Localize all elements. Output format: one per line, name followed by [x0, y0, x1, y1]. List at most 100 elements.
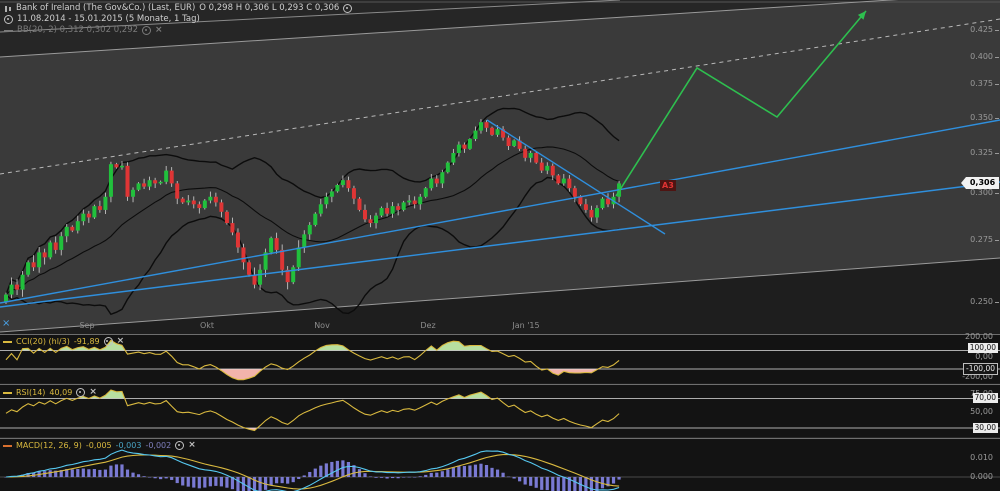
bollinger-upper-band: [5, 107, 620, 295]
rsi-line: [5, 389, 620, 432]
price-axis-label: 0.350: [970, 113, 993, 122]
chart-settings-gear-icon[interactable]: [343, 4, 353, 13]
candle-body: [556, 175, 561, 184]
price-axis-label: 0.375: [970, 79, 993, 88]
candle-body: [186, 200, 191, 203]
rsi-close-icon[interactable]: ×: [89, 387, 97, 397]
rsi-plot: [0, 389, 1000, 432]
candle-body: [583, 204, 588, 210]
candle-body: [495, 129, 500, 135]
candle-body: [59, 236, 64, 250]
candle-body: [291, 267, 296, 283]
trendline-descending[interactable]: [486, 119, 666, 235]
candle-body: [523, 148, 528, 158]
price-axis-label: 0.250: [970, 297, 993, 306]
macd-histogram-bar: [65, 469, 69, 477]
candle-body: [9, 284, 14, 295]
candle-body: [125, 165, 130, 197]
macd-histogram-bar: [330, 461, 334, 477]
candle-body: [114, 164, 119, 168]
macd-histogram-bar: [81, 468, 85, 477]
price-axis-label: 0.400: [970, 52, 993, 61]
candle-body: [545, 165, 550, 171]
macd-histogram-bar: [424, 474, 428, 477]
candle-body: [224, 211, 229, 224]
candle-body: [589, 209, 594, 218]
macd-histogram-bar: [368, 476, 373, 478]
channel-outer-top-line[interactable]: [0, 0, 621, 33]
macd-histogram-bar: [252, 477, 257, 491]
candle-body: [147, 180, 152, 187]
candle-body: [324, 196, 329, 205]
candle-body: [208, 196, 213, 201]
candle-body: [501, 129, 506, 138]
macd-legend: MACD(12, 26, 9): [16, 440, 82, 450]
candle-body: [528, 153, 533, 158]
macd-histogram-bar: [584, 477, 588, 491]
macd-histogram-bar: [192, 477, 196, 488]
macd-histogram-bar: [379, 477, 384, 478]
channel-bottom-line[interactable]: [0, 257, 1000, 333]
bollinger-middle-band: [5, 146, 620, 296]
candle-body: [136, 183, 141, 190]
channel-top-line[interactable]: [0, 0, 1000, 58]
candle-body: [313, 213, 318, 225]
candle-body: [269, 238, 274, 253]
cci-legend: CCI(20) (hl/3): [16, 336, 70, 346]
price-axis-label: 0.275: [970, 235, 993, 244]
candle-body: [346, 180, 351, 189]
cci-overbought-fill: [6, 340, 620, 351]
trendline-label-a3[interactable]: A3: [660, 180, 676, 191]
panel-separator-2: [0, 438, 1000, 439]
rsi-gear-icon[interactable]: [76, 388, 86, 397]
bollinger-close-icon[interactable]: ×: [155, 25, 163, 35]
cci-level-box: -100,00: [963, 363, 998, 375]
macd-histogram-bar: [495, 469, 500, 477]
candle-body: [368, 219, 373, 224]
macd-histogram-bar: [59, 470, 63, 477]
time-axis-label: Dez: [420, 321, 436, 330]
projection-arrow-line[interactable]: [615, 10, 867, 197]
macd-histogram-bar: [103, 469, 108, 477]
candle-body: [164, 170, 169, 182]
trendline-rising-upper[interactable]: [0, 119, 1000, 304]
macd-histogram-bar: [4, 477, 8, 478]
bollinger-gear-icon[interactable]: [142, 26, 152, 35]
macd-histogram-bar: [319, 465, 323, 477]
candle-body: [247, 262, 252, 275]
cci-legend-row: CCI(20) (hl/3) -91,89 ×: [3, 337, 124, 346]
date-range: 11.08.2014 - 15.01.2015 (5 Monate, 1 Tag…: [17, 14, 200, 25]
candle-body: [329, 191, 334, 197]
rsi-legend: RSI(14): [16, 387, 46, 397]
candle-body: [26, 262, 31, 275]
candle-body: [15, 284, 20, 290]
trendline-rising-lower[interactable]: [0, 181, 1000, 308]
cci-close-icon[interactable]: ×: [116, 336, 125, 346]
macd-histogram-bar: [385, 477, 389, 479]
instrument-title: Bank of Ireland (The Gov&Co.) (Last, EUR…: [16, 3, 196, 14]
candle-body: [600, 198, 605, 209]
macd-close-icon[interactable]: ×: [188, 440, 196, 450]
rsi-legend-row: RSI(14) 40,09 ×: [3, 388, 97, 397]
cci-panel-background: [0, 335, 1000, 384]
candle-body: [418, 196, 423, 205]
macd-histogram-bar: [324, 463, 328, 477]
candle-body: [53, 242, 58, 250]
macd-histogram-bar: [153, 477, 157, 479]
cci-gear-icon[interactable]: [103, 337, 113, 346]
macd-value-1: -0,005: [85, 440, 112, 450]
candle-body: [594, 208, 599, 218]
candle-body: [434, 178, 439, 184]
macd-value-3: -0,002: [145, 440, 172, 450]
rsi-level-box: 70,00: [972, 393, 998, 403]
price-axis-tick: [995, 240, 999, 241]
candle-body: [86, 213, 91, 218]
macd-histogram-bar: [473, 464, 478, 477]
candle-body: [64, 226, 69, 237]
trendline-anchor-marker[interactable]: ×: [2, 318, 11, 329]
candle-body: [202, 200, 207, 209]
macd-gear-icon[interactable]: [175, 441, 185, 450]
resistance-dashed-line[interactable]: [0, 18, 1000, 175]
candle-body: [97, 206, 102, 210]
